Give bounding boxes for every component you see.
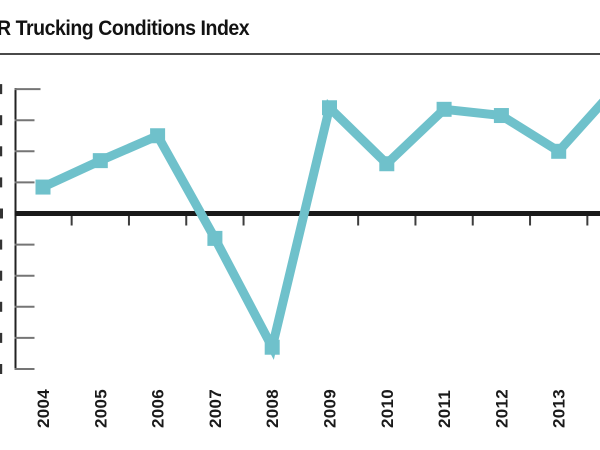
data-point-marker [379, 156, 395, 172]
cropped-y-axis-label-fragment [0, 301, 3, 312]
tci-line [41, 98, 600, 360]
data-point-marker [92, 153, 108, 169]
data-point-marker [35, 179, 51, 195]
x-axis-year-label: 2004 [34, 389, 53, 428]
x-axis-year-label: 2007 [206, 389, 225, 428]
x-axis-year-label: 2005 [91, 389, 110, 428]
cropped-y-axis-label-fragment [0, 115, 3, 126]
data-point-marker [493, 108, 509, 124]
cropped-y-axis-label-fragment [0, 239, 3, 250]
cropped-y-axis-label-fragment [0, 208, 3, 219]
title-divider [0, 53, 600, 55]
data-point-marker [207, 230, 223, 246]
cropped-y-axis-label-fragment [0, 332, 3, 343]
cropped-y-axis-label-fragment [0, 177, 3, 188]
x-axis-year-label: 2011 [435, 390, 454, 428]
cropped-y-axis-label-fragment [0, 364, 3, 374]
x-axis-year-label: 2013 [550, 389, 569, 428]
x-axis-year-label: 2009 [321, 389, 340, 428]
data-point-marker [264, 339, 280, 355]
data-point-marker [150, 128, 166, 144]
data-point-marker [436, 101, 452, 117]
x-axis-year-label: 2012 [492, 389, 511, 428]
data-point-marker [551, 143, 567, 159]
x-axis-year-label: 2006 [149, 389, 168, 428]
cropped-y-axis-label-fragment [0, 84, 3, 95]
data-point-marker [322, 100, 337, 116]
x-axis-year-label: 2010 [378, 389, 397, 428]
cropped-y-axis-label-fragment [0, 146, 3, 157]
cropped-y-axis-label-fragment [0, 270, 3, 281]
page-title: R Trucking Conditions Index [0, 17, 250, 40]
x-axis-year-label: 2008 [263, 389, 282, 428]
